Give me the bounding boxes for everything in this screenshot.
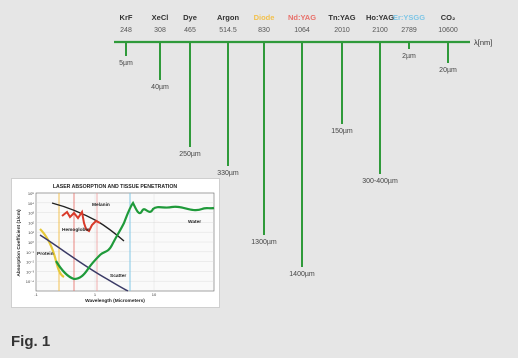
laser-depth-label-dye: 250µm — [179, 151, 201, 158]
inset-y-tick: 10⁵ — [28, 191, 34, 196]
inset-x-tick: 10 — [152, 292, 157, 297]
inset-y-tick: 10⁻² — [26, 260, 35, 265]
laser-name-co: CO₂ — [441, 13, 456, 22]
inset-x-tick: .1 — [34, 292, 38, 297]
laser-depth-label-tn-yag: 150µm — [331, 128, 353, 135]
figure-label: Fig. 1 — [11, 333, 51, 350]
laser-name-tn-yag: Tn:YAG — [328, 13, 355, 22]
inset-y-tick: 10⁻⁴ — [26, 279, 35, 284]
melanin-label: Melanin — [92, 202, 110, 208]
laser-depth-label-xecl: 40µm — [151, 84, 169, 91]
protein-label: Protein — [37, 251, 54, 257]
scatter-label: Scatter — [110, 273, 126, 279]
laser-wavelength-co: 10600 — [438, 27, 458, 34]
inset-y-tick: 10² — [28, 220, 34, 225]
inset-title: LASER ABSORPTION AND TISSUE PENETRATION — [53, 184, 178, 190]
inset-gridlines — [36, 193, 214, 291]
inset-y-tick: 10¹ — [28, 230, 34, 235]
inset-y-tick: 10⁴ — [28, 201, 34, 206]
laser-wavelength-er-ysgg: 2789 — [401, 27, 417, 34]
laser-name-nd-yag: Nd:YAG — [288, 13, 316, 22]
inset-x-tick: 1 — [94, 292, 97, 297]
laser-wavelength-nd-yag: 1064 — [294, 27, 310, 34]
inset-y-tick: 10³ — [28, 211, 34, 216]
laser-wavelength-argon: 514.5 — [219, 27, 237, 34]
laser-depth-label-krf: 5µm — [119, 60, 133, 67]
laser-wavelength-krf: 248 — [120, 27, 132, 34]
laser-name-er-ysgg: Er:YSGG — [393, 13, 425, 22]
inset-y-axis-label: Absorption Coefficient (1/cm) — [16, 209, 22, 277]
laser-name-xecl: XeCl — [152, 13, 169, 22]
hemoglobin-label: Hemoglobin — [62, 227, 90, 233]
laser-name-diode: Diode — [254, 13, 275, 22]
laser-wavelength-tn-yag: 2010 — [334, 27, 350, 34]
scatter-curve — [39, 234, 129, 292]
hemoglobin-curve — [61, 209, 101, 233]
laser-wavelength-xecl: 308 — [154, 27, 166, 34]
laser-depth-label-ho-yag: 300-400µm — [362, 178, 398, 185]
inset-y-tick: 10⁻¹ — [26, 250, 35, 255]
laser-name-argon: Argon — [217, 13, 239, 22]
axis-unit-label: λ[nm] — [474, 38, 492, 47]
laser-depth-label-diode: 1300µm — [251, 239, 277, 246]
laser-wavelength-ho-yag: 2100 — [372, 27, 388, 34]
absorption-chart-inset: LASER ABSORPTION AND TISSUE PENETRATION — [11, 178, 220, 308]
inset-y-tick: 10⁻³ — [26, 269, 35, 274]
laser-wavelength-diode: 830 — [258, 27, 270, 34]
water-label: Water — [188, 219, 201, 225]
laser-wavelength-dye: 465 — [184, 27, 196, 34]
water-curve — [55, 200, 215, 281]
laser-name-krf: KrF — [120, 13, 133, 22]
laser-depth-label-nd-yag: 1400µm — [289, 271, 315, 278]
inset-y-tick: 10⁰ — [28, 240, 34, 245]
laser-name-dye: Dye — [183, 13, 197, 22]
laser-depth-label-er-ysgg: 2µm — [402, 53, 416, 60]
laser-depth-label-co: 20µm — [439, 67, 457, 74]
laser-depth-label-argon: 330µm — [217, 170, 239, 177]
inset-x-axis-label: Wavelength (Micrometers) — [85, 298, 145, 304]
laser-name-ho-yag: Ho:YAG — [366, 13, 394, 22]
